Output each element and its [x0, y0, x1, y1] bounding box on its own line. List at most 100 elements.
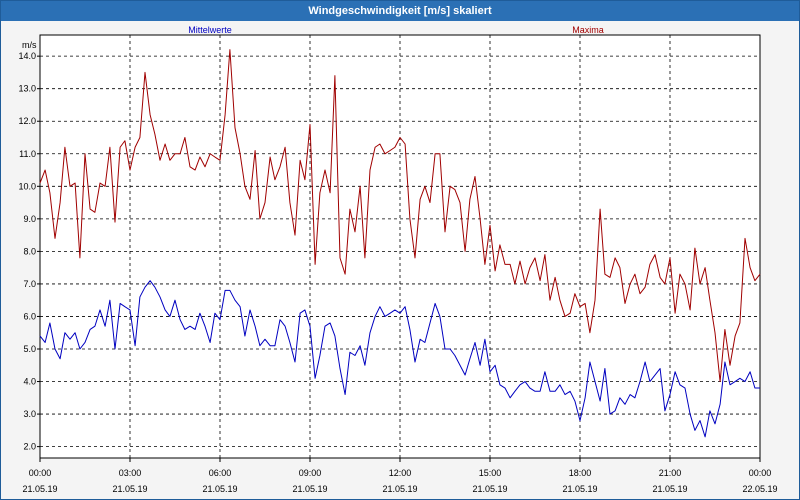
data-point-maxima	[504, 264, 505, 265]
data-point-maxima	[285, 147, 286, 148]
data-point-mittelwerte	[435, 303, 436, 304]
data-point-mittelwerte	[735, 381, 736, 382]
data-point-maxima	[540, 280, 541, 281]
data-point-mittelwerte	[379, 306, 380, 307]
x-tick-date: 21.05.19	[382, 484, 417, 494]
data-point-maxima	[724, 329, 725, 330]
data-point-maxima	[75, 182, 76, 183]
data-point-mittelwerte	[619, 397, 620, 398]
data-point-maxima	[729, 365, 730, 366]
data-point-maxima	[244, 186, 245, 187]
data-point-maxima	[274, 179, 275, 180]
data-point-mittelwerte	[495, 365, 496, 366]
x-tick-date: 22.05.19	[742, 484, 777, 494]
data-point-maxima	[279, 166, 280, 167]
data-point-mittelwerte	[660, 368, 661, 369]
data-point-mittelwerte	[484, 339, 485, 340]
data-point-maxima	[444, 231, 445, 232]
data-point-mittelwerte	[705, 436, 706, 437]
data-point-maxima	[144, 72, 145, 73]
data-point-mittelwerte	[159, 296, 160, 297]
data-point-maxima	[514, 283, 515, 284]
data-point-maxima	[690, 309, 691, 310]
data-point-maxima	[384, 153, 385, 154]
data-point-mittelwerte	[694, 430, 695, 431]
series-line-mittelwerte	[39, 280, 760, 438]
x-tick-time: 18:00	[569, 468, 592, 478]
data-point-mittelwerte	[360, 345, 361, 346]
data-point-maxima	[429, 202, 430, 203]
data-point-mittelwerte	[699, 420, 700, 421]
data-point-maxima	[330, 192, 331, 193]
data-point-mittelwerte	[169, 316, 170, 317]
data-point-maxima	[634, 274, 635, 275]
data-point-maxima	[414, 257, 415, 258]
data-point-mittelwerte	[600, 400, 601, 401]
data-point-mittelwerte	[240, 306, 241, 307]
data-point-maxima	[234, 127, 235, 128]
data-point-maxima	[519, 261, 520, 262]
data-point-mittelwerte	[319, 355, 320, 356]
data-point-mittelwerte	[574, 400, 575, 401]
data-point-maxima	[304, 179, 305, 180]
data-point-mittelwerte	[570, 391, 571, 392]
data-point-mittelwerte	[105, 326, 106, 327]
data-point-maxima	[619, 267, 620, 268]
data-point-mittelwerte	[79, 348, 80, 349]
y-tick-label: 4.0	[23, 377, 36, 387]
data-point-maxima	[180, 153, 181, 154]
data-point-mittelwerte	[54, 348, 55, 349]
data-point-maxima	[369, 169, 370, 170]
data-point-maxima	[150, 114, 151, 115]
data-point-mittelwerte	[124, 306, 125, 307]
y-tick-label: 8.0	[23, 246, 36, 256]
data-point-maxima	[379, 143, 380, 144]
data-point-maxima	[420, 199, 421, 200]
data-point-maxima	[270, 156, 271, 157]
data-point-mittelwerte	[144, 287, 145, 288]
data-point-mittelwerte	[450, 348, 451, 349]
data-point-mittelwerte	[729, 384, 730, 385]
data-point-mittelwerte	[214, 313, 215, 314]
data-point-mittelwerte	[255, 326, 256, 327]
data-point-mittelwerte	[129, 309, 130, 310]
data-point-mittelwerte	[424, 342, 425, 343]
data-point-mittelwerte	[244, 335, 245, 336]
x-tick-time: 00:00	[749, 468, 772, 478]
grid	[40, 35, 760, 458]
data-point-maxima	[544, 254, 545, 255]
data-point-maxima	[489, 225, 490, 226]
data-point-maxima	[510, 264, 511, 265]
x-tick-date: 21.05.19	[472, 484, 507, 494]
data-point-mittelwerte	[369, 332, 370, 333]
data-point-maxima	[399, 137, 400, 138]
data-point-mittelwerte	[489, 371, 490, 372]
x-tick-time: 15:00	[479, 468, 502, 478]
x-tick-time: 06:00	[209, 468, 232, 478]
data-point-mittelwerte	[555, 391, 556, 392]
data-point-mittelwerte	[534, 391, 535, 392]
data-point-mittelwerte	[525, 381, 526, 382]
y-tick-label: 5.0	[23, 344, 36, 354]
data-point-maxima	[750, 267, 751, 268]
data-point-mittelwerte	[559, 384, 560, 385]
data-point-maxima	[124, 140, 125, 141]
data-point-maxima	[609, 277, 610, 278]
data-point-mittelwerte	[754, 387, 755, 388]
legend-mittelwerte: Mittelwerte	[188, 25, 232, 35]
data-point-maxima	[615, 257, 616, 258]
data-point-mittelwerte	[724, 361, 725, 362]
data-point-maxima	[564, 316, 565, 317]
data-point-mittelwerte	[289, 342, 290, 343]
x-tick-time: 09:00	[299, 468, 322, 478]
data-point-mittelwerte	[399, 313, 400, 314]
data-point-mittelwerte	[174, 300, 175, 301]
data-point-mittelwerte	[94, 326, 95, 327]
data-point-mittelwerte	[285, 326, 286, 327]
data-point-maxima	[165, 143, 166, 144]
series-line-maxima	[39, 49, 761, 383]
data-point-mittelwerte	[684, 387, 685, 388]
data-point-maxima	[60, 202, 61, 203]
data-point-maxima	[654, 254, 655, 255]
data-point-maxima	[709, 300, 710, 301]
